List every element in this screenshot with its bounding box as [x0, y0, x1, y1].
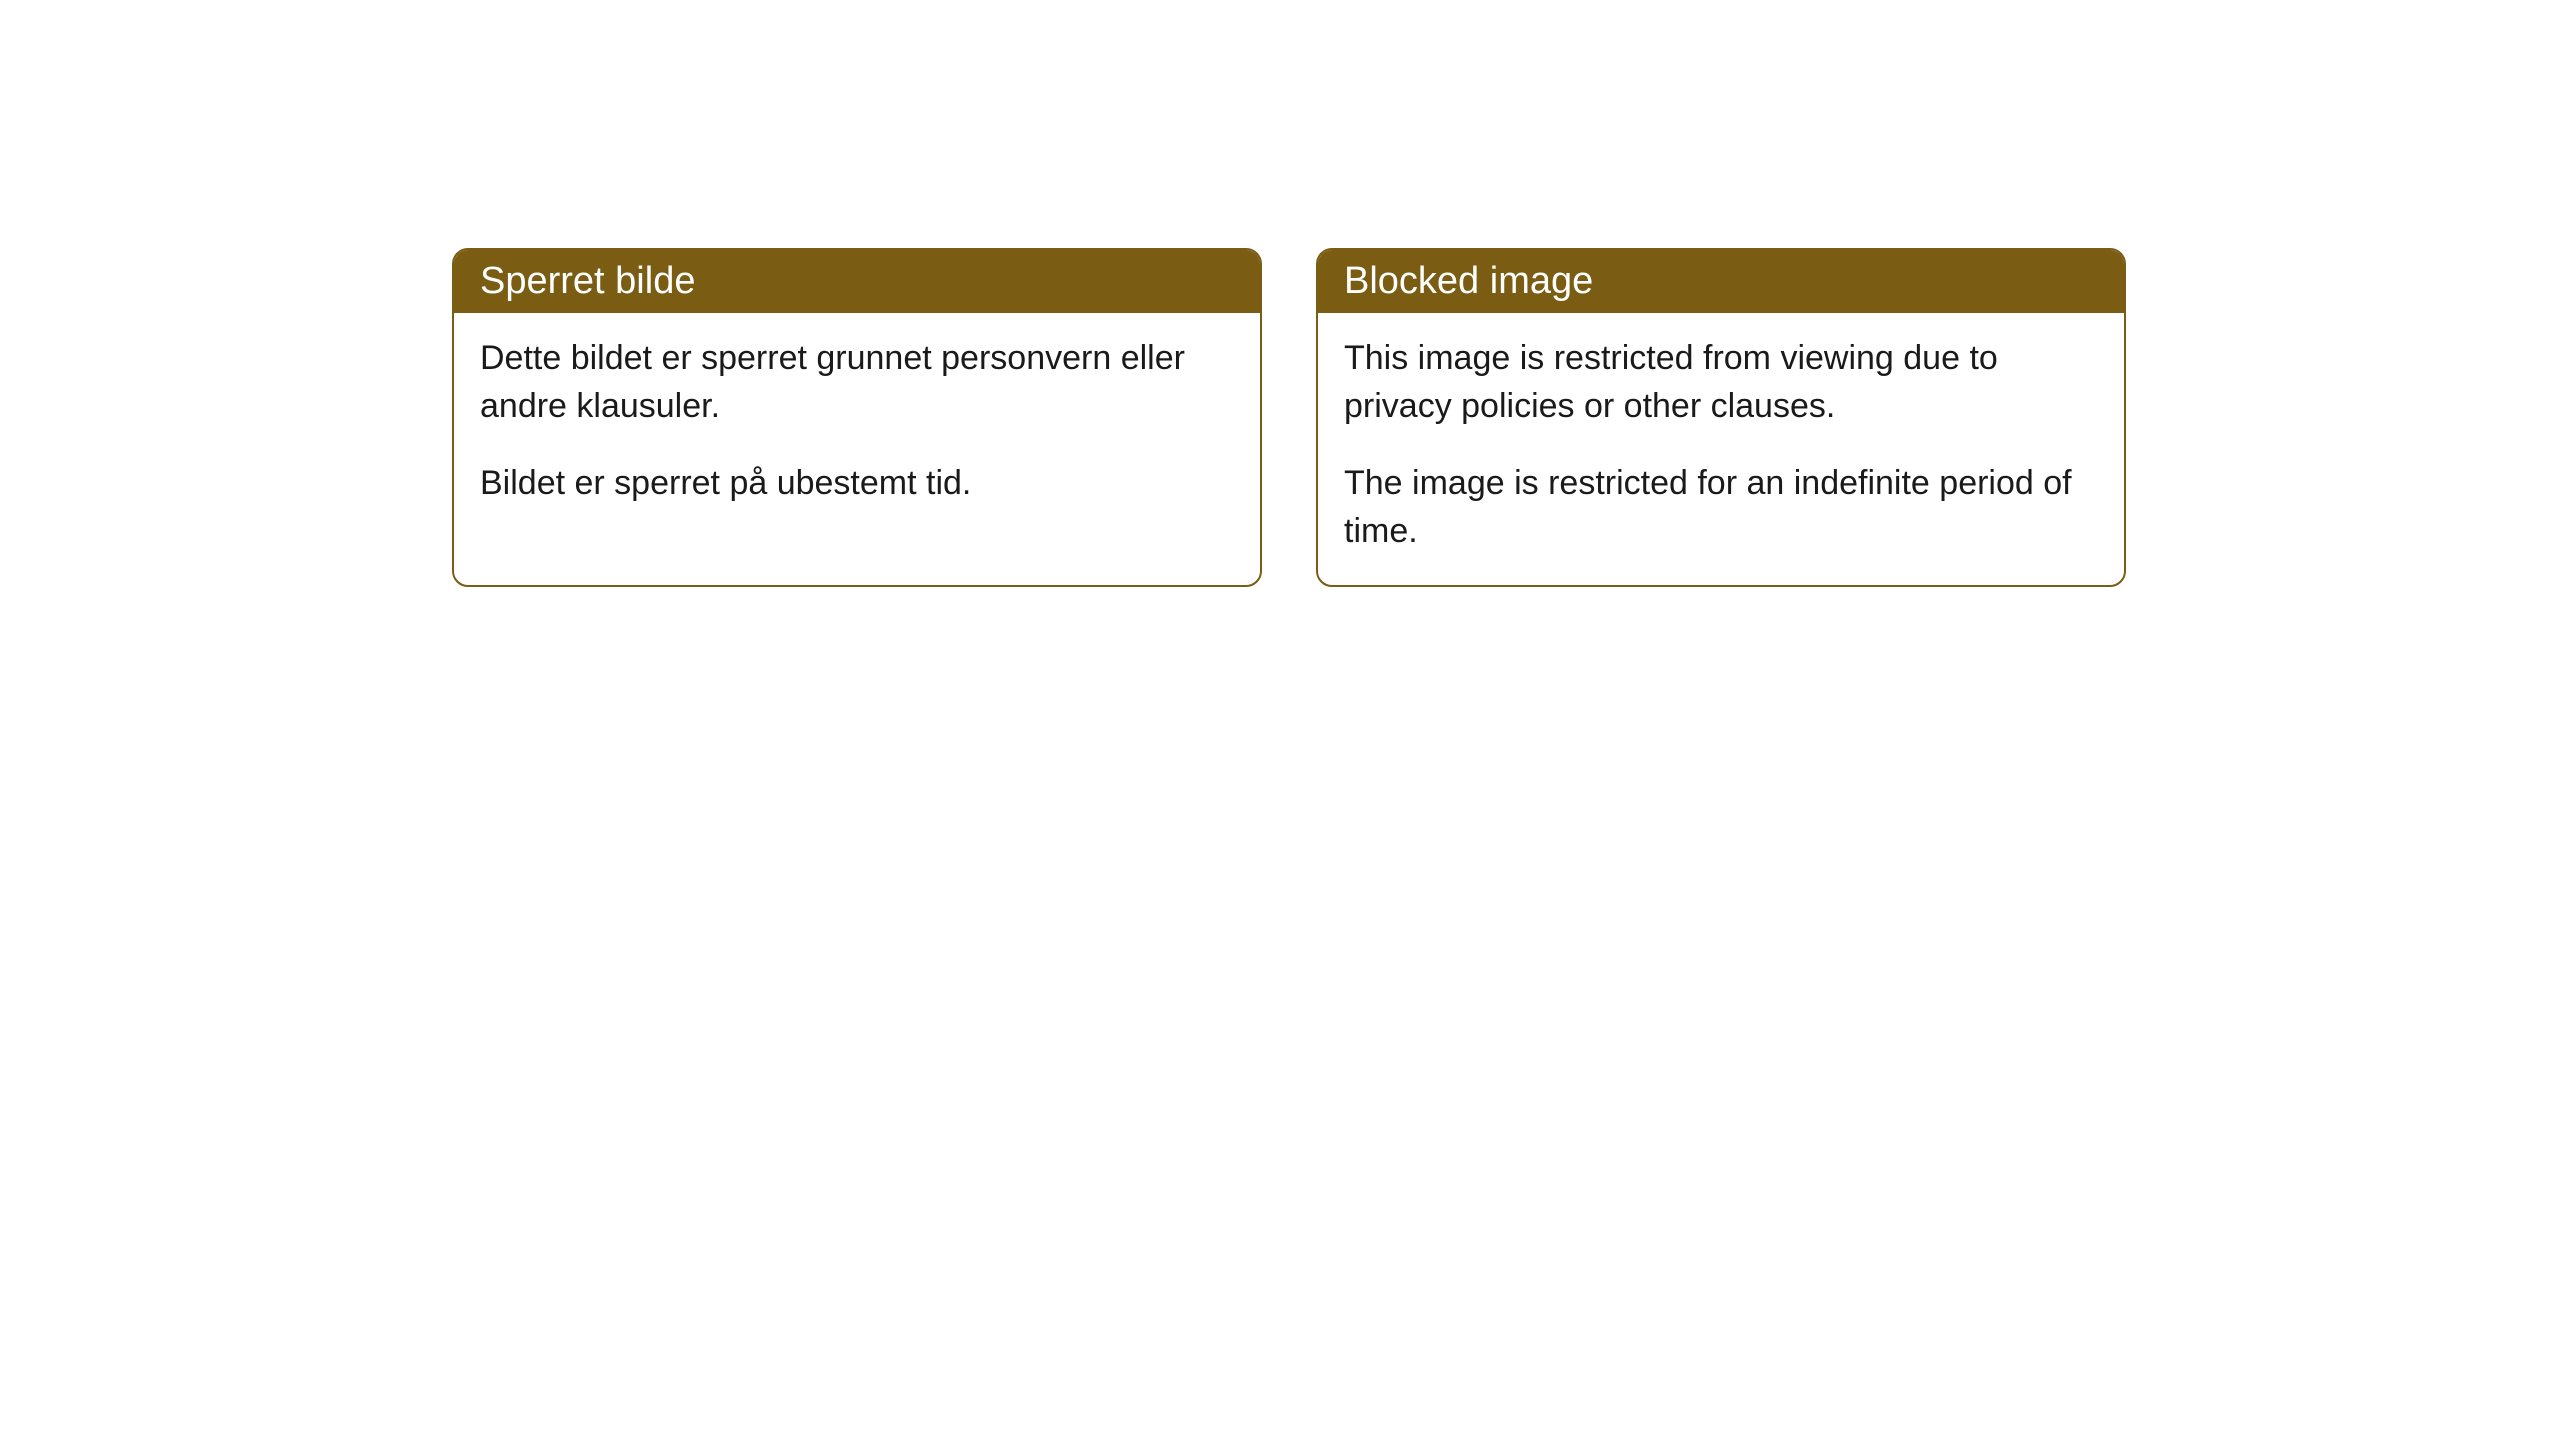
- card-text-no-2: Bildet er sperret på ubestemt tid.: [480, 460, 1234, 508]
- card-header-english: Blocked image: [1318, 250, 2124, 313]
- card-text-en-1: This image is restricted from viewing du…: [1344, 335, 2098, 430]
- card-body-norwegian: Dette bildet er sperret grunnet personve…: [454, 313, 1260, 538]
- cards-container: Sperret bilde Dette bildet er sperret gr…: [452, 248, 2126, 587]
- card-header-norwegian: Sperret bilde: [454, 250, 1260, 313]
- card-english: Blocked image This image is restricted f…: [1316, 248, 2126, 587]
- card-text-en-2: The image is restricted for an indefinit…: [1344, 460, 2098, 555]
- card-norwegian: Sperret bilde Dette bildet er sperret gr…: [452, 248, 1262, 587]
- card-text-no-1: Dette bildet er sperret grunnet personve…: [480, 335, 1234, 430]
- card-body-english: This image is restricted from viewing du…: [1318, 313, 2124, 585]
